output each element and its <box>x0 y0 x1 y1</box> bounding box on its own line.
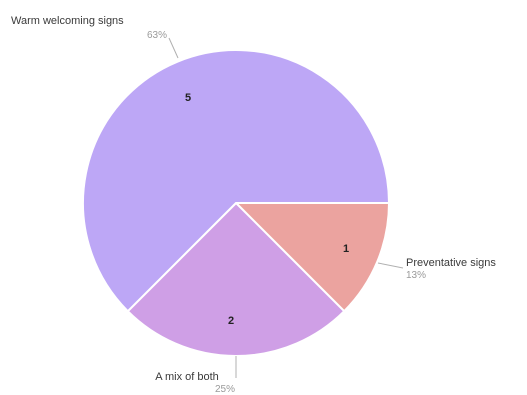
value-label-a-mix-of-both: 2 <box>228 315 234 327</box>
percent-label-warm-welcoming-signs: 63% <box>147 30 167 41</box>
percent-label-a-mix-of-both: 25% <box>215 384 235 395</box>
labels-layer: 5 1 2 Warm welcoming signs 63% Preventat… <box>11 15 496 395</box>
leader-line-warm-welcoming-signs <box>168 37 179 59</box>
slices-layer <box>82 49 391 357</box>
leader-line-preventative-signs <box>377 262 404 269</box>
category-label-a-mix-of-both: A mix of both <box>155 371 219 383</box>
percent-label-preventative-signs: 13% <box>406 270 426 281</box>
leader-lines <box>168 37 404 378</box>
pie-slice-warm-welcoming-signs <box>82 49 391 313</box>
pie-slice-a-mix-of-both <box>126 201 346 357</box>
value-label-warm-welcoming-signs: 5 <box>185 92 191 104</box>
value-label-preventative-signs: 1 <box>343 243 349 255</box>
category-label-preventative-signs: Preventative signs <box>406 257 496 269</box>
category-label-warm-welcoming-signs: Warm welcoming signs <box>11 15 124 27</box>
pie-slice-preventative-signs <box>233 202 391 313</box>
